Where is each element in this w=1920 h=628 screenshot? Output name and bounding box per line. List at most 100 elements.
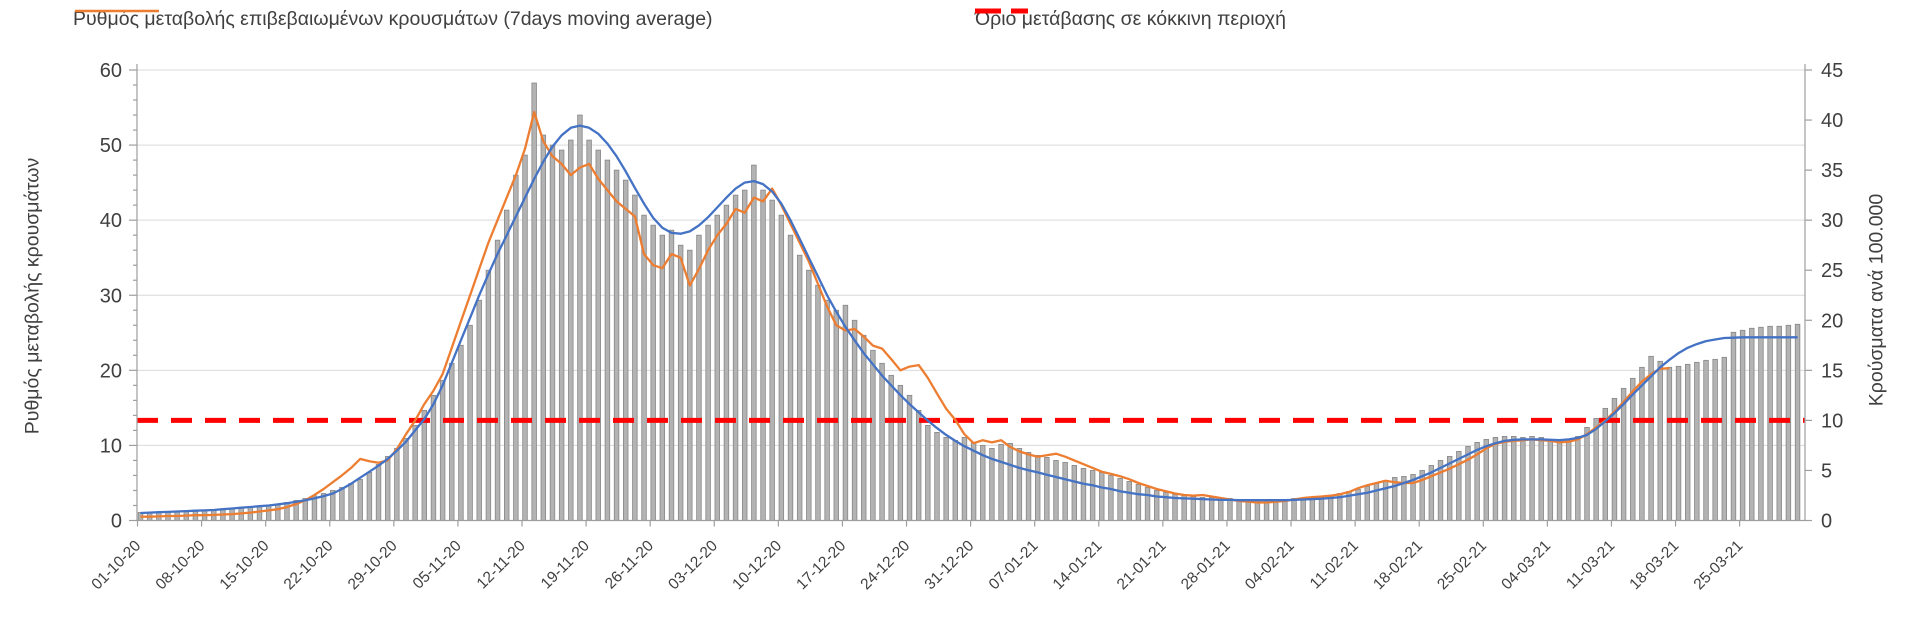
daily-cases-bar: [265, 504, 272, 521]
daily-cases-bar: [787, 234, 794, 521]
daily-cases-bar: [1099, 472, 1105, 521]
daily-cases-bar: [659, 234, 666, 521]
daily-cases-bar: [458, 344, 464, 521]
left-axis-tick-label: 0: [111, 511, 122, 533]
daily-cases-bar: [1392, 477, 1398, 521]
daily-cases-bar: [1538, 437, 1544, 521]
daily-cases-bar: [723, 204, 730, 521]
daily-cases-bar: [1199, 497, 1206, 521]
daily-cases-bar: [275, 503, 281, 521]
daily-cases-bar: [375, 464, 382, 521]
daily-cases-bar: [1456, 451, 1462, 521]
daily-cases-bar: [1575, 436, 1581, 521]
daily-cases-bar: [531, 82, 537, 521]
daily-cases-bar: [339, 487, 345, 521]
daily-cases-bar: [769, 199, 775, 521]
legend-label-red-threshold: Όριο μετάβασης σε κόκκινη περιοχή: [975, 7, 1286, 30]
daily-cases-bar: [503, 209, 510, 521]
daily-cases-bar: [412, 424, 418, 521]
left-axis-tick-label: 10: [100, 435, 122, 457]
daily-cases-bar: [1675, 365, 1682, 521]
daily-cases-bar: [1144, 487, 1151, 521]
daily-cases-bar: [961, 437, 968, 521]
x-axis-date-label: 08-10-20: [153, 537, 209, 593]
x-axis-date-label: 15-10-20: [217, 537, 273, 593]
daily-cases-bar: [1703, 359, 1709, 521]
daily-cases-bar: [1080, 468, 1087, 521]
daily-cases-bar: [558, 149, 565, 521]
daily-cases-bar: [1547, 439, 1554, 521]
right-axis-tick-label: 10: [1821, 410, 1843, 432]
daily-cases-bar: [1135, 484, 1142, 521]
x-axis-date-label: 14-01-21: [1050, 537, 1106, 593]
daily-cases-bar: [970, 442, 977, 521]
daily-cases-bar: [1767, 325, 1773, 521]
daily-cases-bar: [925, 424, 931, 521]
moving-average-line: [140, 110, 1670, 518]
daily-cases-bar: [632, 194, 638, 521]
legend-label-moving-average: Ρυθμός μεταβολής επιβεβαιωμένων κρουσμάτ…: [73, 7, 713, 30]
daily-cases-bar: [824, 299, 830, 521]
daily-cases-bar: [568, 139, 574, 521]
daily-cases-bar: [906, 394, 913, 521]
daily-cases-bar: [1593, 417, 1599, 521]
daily-cases-bar: [1483, 439, 1489, 521]
right-axis-tick-label: 15: [1821, 360, 1843, 382]
daily-cases-bar: [1318, 496, 1325, 521]
daily-cases-bar: [430, 394, 437, 521]
daily-cases-bar: [641, 214, 647, 521]
right-axis-tick-label: 45: [1821, 60, 1843, 82]
daily-cases-bar: [998, 444, 1004, 521]
right-axis-tick-label: 25: [1821, 260, 1843, 282]
daily-cases-bar: [549, 144, 556, 521]
daily-cases-bar: [1053, 460, 1059, 521]
daily-cases-bar: [1684, 363, 1691, 521]
x-axis-date-label: 21-01-21: [1114, 537, 1170, 593]
daily-cases-bar: [1785, 324, 1792, 521]
x-axis-date-label: 12-11-20: [474, 537, 529, 592]
daily-cases-bar: [1218, 498, 1224, 521]
daily-cases-bar: [1108, 475, 1114, 521]
daily-cases-bar: [623, 179, 629, 521]
left-axis-tick-label: 50: [100, 135, 122, 157]
x-axis-date-label: 25-02-21: [1434, 537, 1490, 593]
red-dash-swatch-icon: [975, 8, 1028, 14]
daily-cases-bar: [742, 189, 748, 521]
daily-cases-bar: [806, 269, 812, 521]
daily-cases-bar: [449, 362, 455, 521]
daily-cases-bar: [467, 324, 473, 521]
daily-cases-bar: [1300, 498, 1306, 521]
daily-cases-bar: [586, 139, 592, 521]
daily-cases-bar: [1639, 366, 1645, 521]
daily-cases-bar: [1446, 456, 1453, 521]
x-axis-date-label: 24-12-20: [857, 537, 913, 593]
trend-line: [140, 124, 1798, 515]
daily-cases-bar: [1556, 441, 1563, 521]
daily-cases-bar: [815, 284, 821, 521]
daily-cases-bar: [696, 234, 702, 521]
daily-cases-bar: [595, 149, 601, 521]
daily-cases-bar: [1602, 407, 1608, 521]
daily-cases-bar: [1721, 356, 1728, 521]
right-axis-tick-label: 35: [1821, 160, 1843, 182]
daily-cases-bar: [1282, 499, 1288, 521]
x-axis-date-label: 03-12-20: [665, 537, 721, 593]
daily-cases-bar: [687, 249, 693, 521]
left-axis-tick-label: 40: [100, 210, 122, 232]
daily-cases-bar: [1208, 497, 1215, 521]
daily-cases-bar: [705, 224, 711, 521]
daily-cases-bar: [668, 229, 675, 521]
x-axis-date-label: 17-12-20: [793, 537, 849, 593]
x-axis-date-label: 22-10-20: [281, 537, 337, 593]
daily-cases-bar: [1712, 358, 1718, 521]
daily-cases-bar: [778, 214, 785, 521]
daily-cases-bar: [870, 349, 876, 521]
right-axis-tick-label: 40: [1821, 110, 1843, 132]
daily-cases-bar: [1657, 360, 1663, 521]
daily-cases-bar: [1034, 455, 1041, 521]
daily-cases-bar: [256, 505, 263, 521]
x-axis-date-label: 28-01-21: [1178, 537, 1234, 593]
daily-cases-bar: [439, 379, 446, 521]
x-axis-date-label: 01-10-20: [88, 537, 144, 593]
